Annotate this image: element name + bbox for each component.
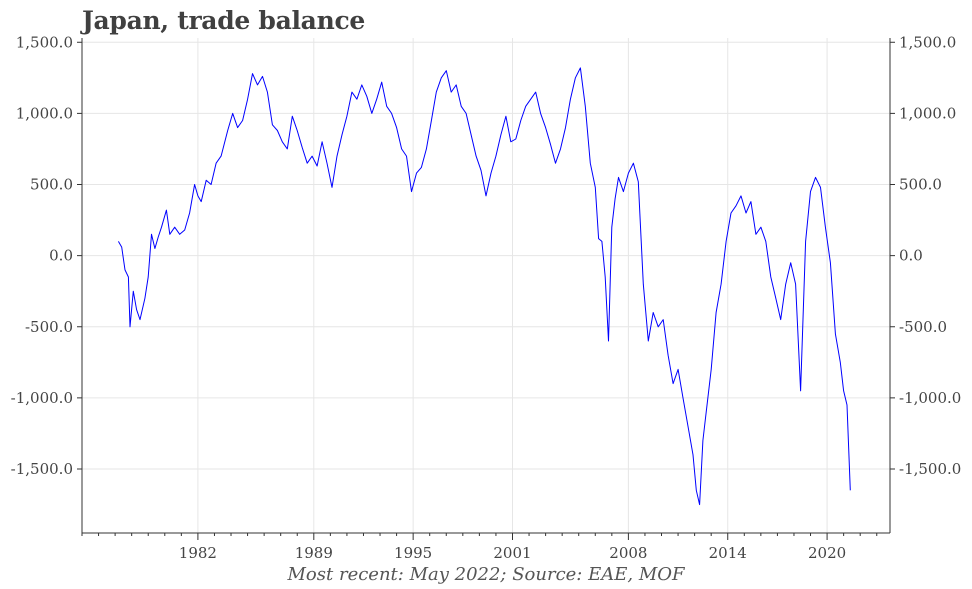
x-tick-label: 2014 (709, 544, 747, 562)
y-tick-label-left: 1,500.0 (16, 33, 73, 51)
y-tick-label-right: 0.0 (899, 247, 923, 265)
y-tick-label-right: -500.0 (899, 318, 947, 336)
chart-caption: Most recent: May 2022; Source: EAE, MOF (287, 564, 685, 585)
axes (77, 38, 895, 540)
x-tick-label: 2001 (493, 544, 531, 562)
y-tick-label-left: -1,000.0 (11, 389, 73, 407)
y-tick-label-left: 1,000.0 (16, 104, 73, 122)
y-tick-label-right: -1,000.0 (899, 389, 961, 407)
y-tick-label-left: 0.0 (49, 247, 73, 265)
x-tick-label: 1995 (394, 544, 432, 562)
series-layer (117, 67, 851, 506)
y-tick-label-right: -1,500.0 (899, 460, 961, 478)
x-tick-label: 2020 (808, 544, 846, 562)
y-tick-label-right: 1,000.0 (899, 104, 956, 122)
y-tick-label-left: -1,500.0 (11, 460, 73, 478)
y-tick-label-right: 1,500.0 (899, 33, 956, 51)
x-tick-label: 1989 (295, 544, 333, 562)
gridlines (82, 38, 890, 533)
y-tick-label-right: 500.0 (899, 176, 942, 194)
x-tick-label: 2008 (609, 544, 647, 562)
y-tick-label-left: -500.0 (25, 318, 73, 336)
x-tick-label: 1982 (179, 544, 217, 562)
tick-labels: 1,500.0 1,500.0 1,000.0 1,000.0 500.0 500.0 0.… (11, 33, 962, 562)
y-tick-label-left: 500.0 (30, 176, 73, 194)
series-line (117, 67, 851, 506)
chart-title: Japan, trade balance (82, 6, 365, 35)
